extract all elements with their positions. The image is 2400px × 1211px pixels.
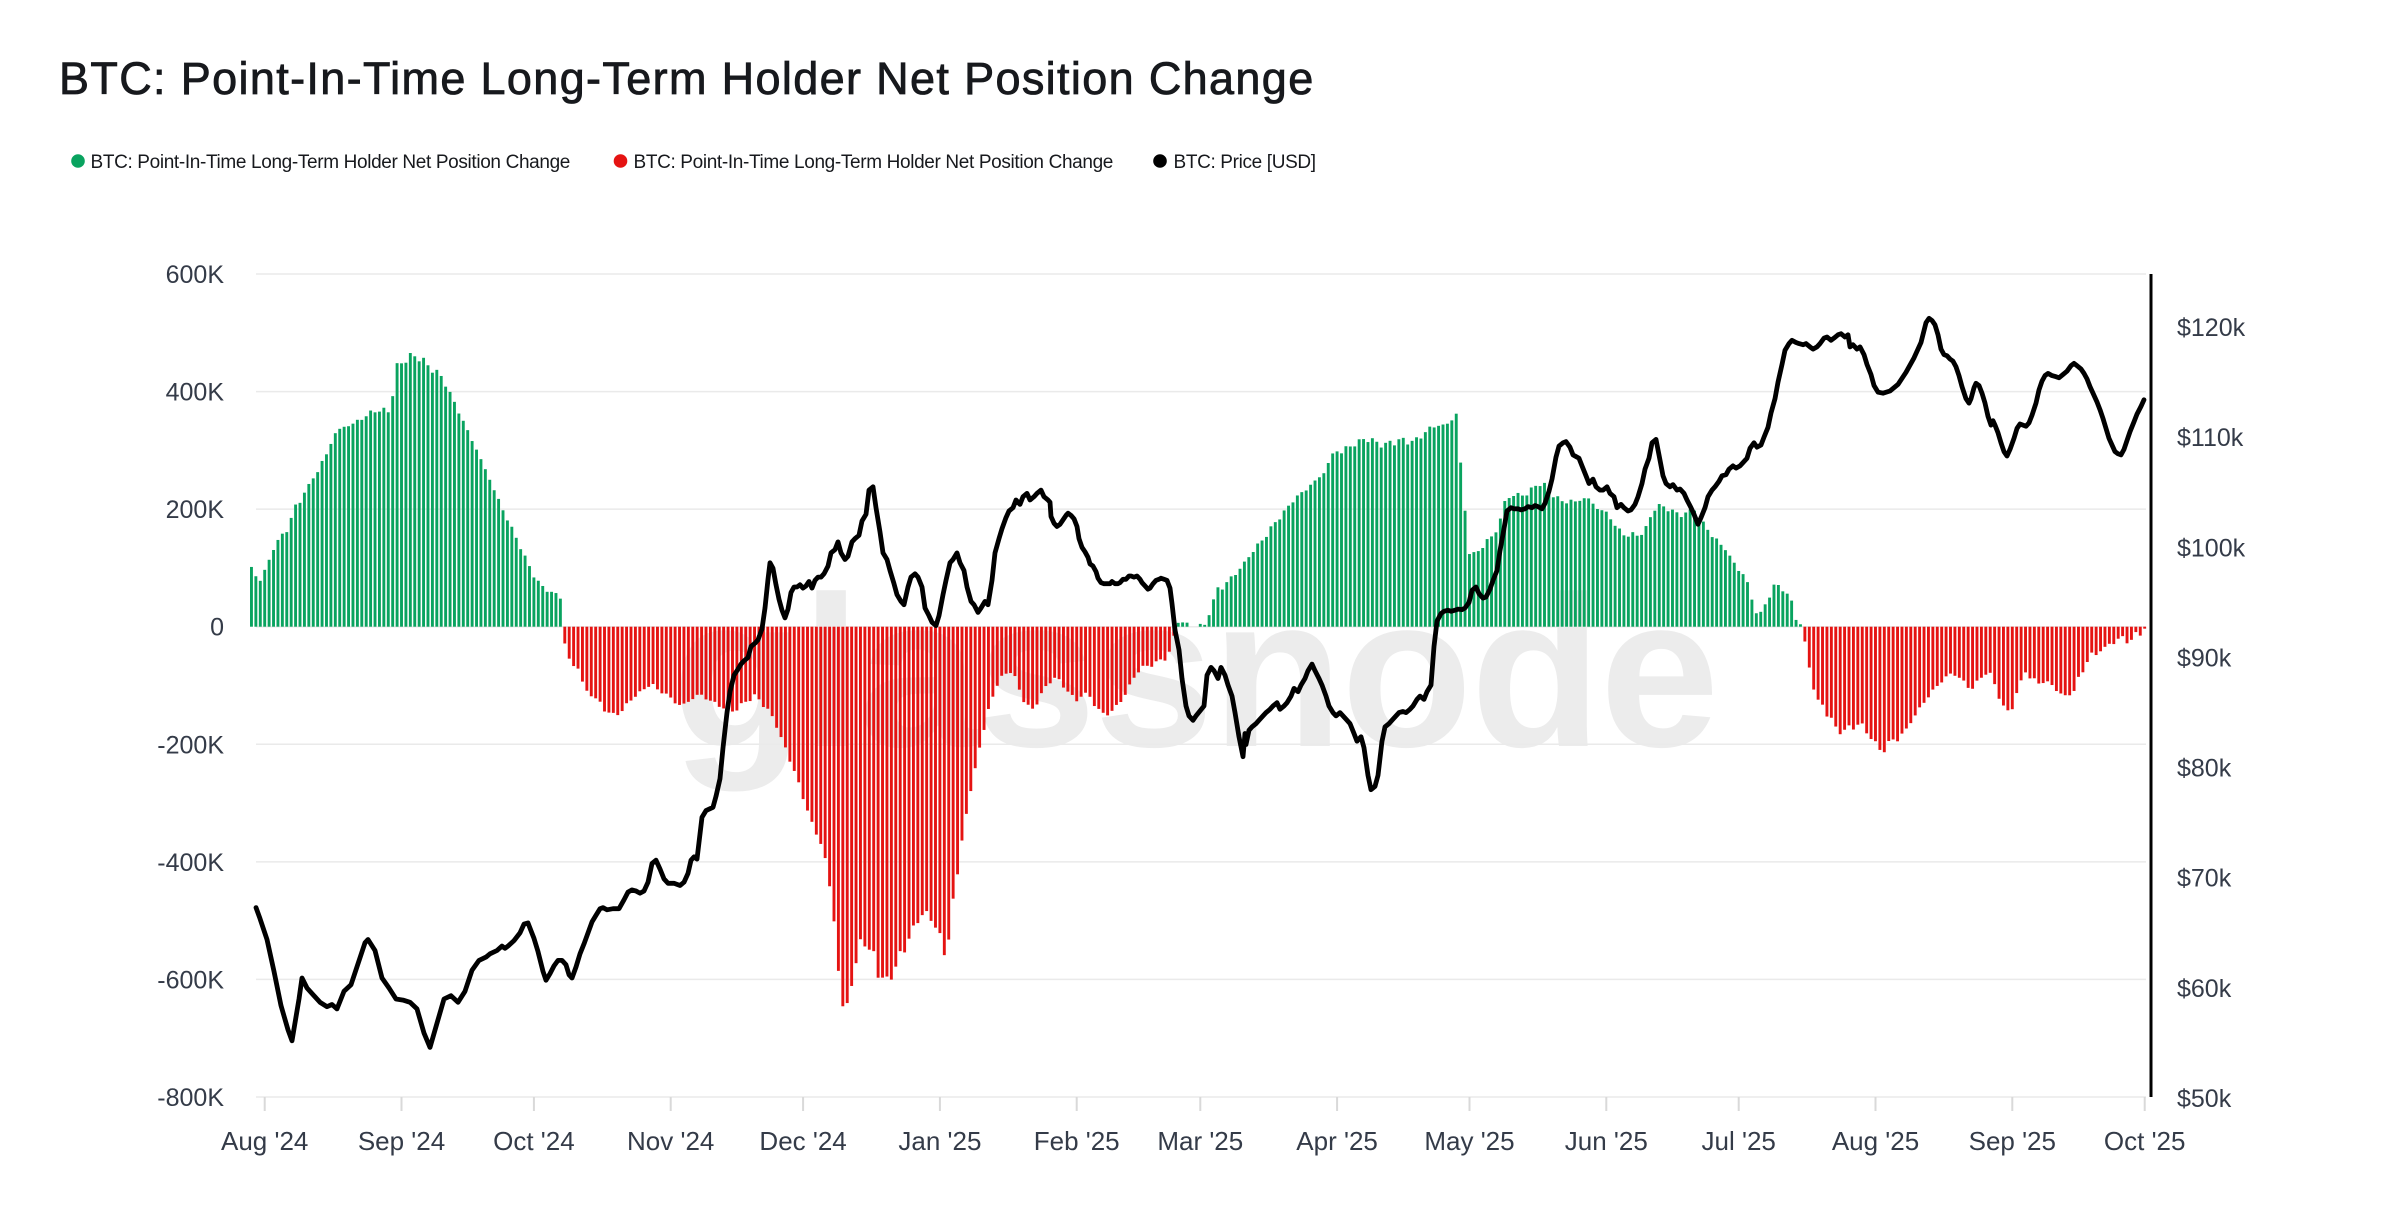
svg-text:-600K: -600K <box>157 966 224 994</box>
svg-text:Sep '25: Sep '25 <box>1969 1126 2056 1156</box>
svg-text:400K: 400K <box>166 379 225 407</box>
svg-text:Feb '25: Feb '25 <box>1034 1126 1120 1156</box>
svg-text:Aug '25: Aug '25 <box>1832 1126 1919 1156</box>
svg-text:$90k: $90k <box>2177 644 2232 672</box>
svg-text:$50k: $50k <box>2177 1085 2232 1113</box>
svg-text:-400K: -400K <box>157 849 224 877</box>
svg-text:BTC: Point-In-Time Long-Term H: BTC: Point-In-Time Long-Term Holder Net … <box>634 152 1114 173</box>
svg-text:Jul '25: Jul '25 <box>1702 1126 1776 1156</box>
svg-text:Oct '25: Oct '25 <box>2104 1126 2186 1156</box>
svg-text:Mar '25: Mar '25 <box>1157 1126 1243 1156</box>
svg-text:BTC: Point-In-Time Long-Term H: BTC: Point-In-Time Long-Term Holder Net … <box>91 152 571 173</box>
svg-text:$70k: $70k <box>2177 865 2232 893</box>
svg-text:Oct '24: Oct '24 <box>493 1126 575 1156</box>
svg-text:Aug '24: Aug '24 <box>221 1126 308 1156</box>
svg-text:-200K: -200K <box>157 731 224 759</box>
svg-text:Nov '24: Nov '24 <box>627 1126 714 1156</box>
svg-text:$60k: $60k <box>2177 975 2232 1003</box>
svg-text:Jun '25: Jun '25 <box>1565 1126 1648 1156</box>
svg-text:$110k: $110k <box>2177 424 2244 452</box>
svg-text:$120k: $120k <box>2177 314 2246 342</box>
svg-text:BTC: Point-In-Time Long-Term H: BTC: Point-In-Time Long-Term Holder Net … <box>59 53 1315 104</box>
svg-text:0: 0 <box>210 614 224 642</box>
svg-text:-800K: -800K <box>157 1084 224 1112</box>
svg-text:600K: 600K <box>166 261 225 289</box>
svg-text:Apr '25: Apr '25 <box>1296 1126 1378 1156</box>
svg-text:BTC: Price [USD]: BTC: Price [USD] <box>1174 152 1316 173</box>
svg-text:$100k: $100k <box>2177 534 2246 562</box>
svg-text:Dec '24: Dec '24 <box>759 1126 846 1156</box>
svg-text:May '25: May '25 <box>1424 1126 1514 1156</box>
svg-text:Jan '25: Jan '25 <box>898 1126 981 1156</box>
svg-text:$80k: $80k <box>2177 755 2232 783</box>
svg-text:200K: 200K <box>166 496 225 524</box>
svg-text:Sep '24: Sep '24 <box>358 1126 445 1156</box>
